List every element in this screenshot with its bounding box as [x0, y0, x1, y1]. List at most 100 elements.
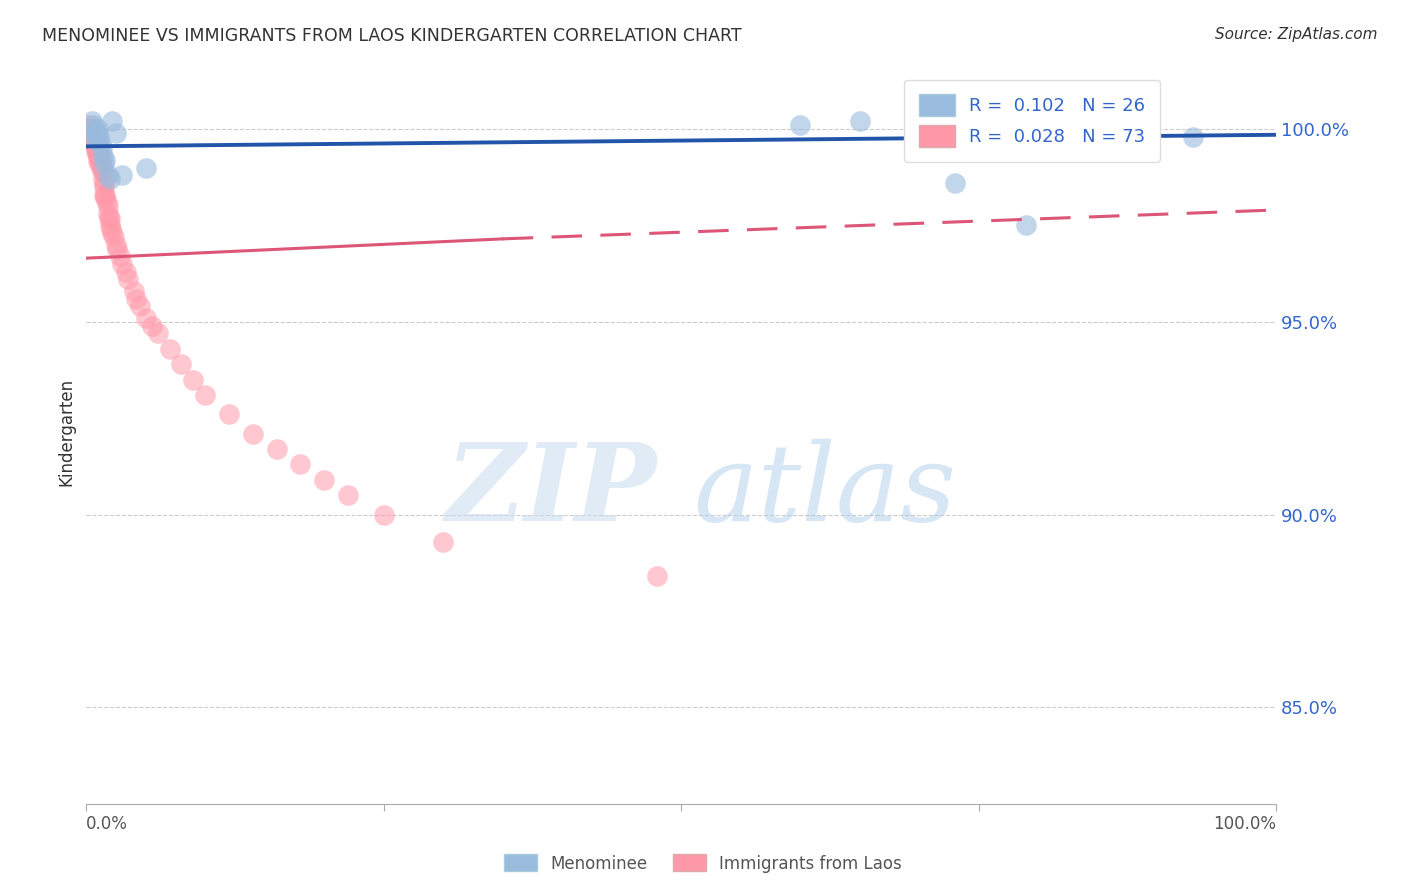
Point: [194, 388, 217, 402]
Point: [83, 137, 105, 152]
Point: [80, 126, 103, 140]
Y-axis label: Kindergarten: Kindergarten: [58, 377, 75, 486]
Point: [80, 129, 103, 144]
Point: [82, 114, 104, 128]
Point: [89, 157, 111, 171]
Point: [105, 126, 128, 140]
Point: [242, 426, 264, 441]
Point: [89, 149, 111, 163]
Point: [79, 126, 101, 140]
Point: [266, 442, 288, 456]
Text: MENOMINEE VS IMMIGRANTS FROM LAOS KINDERGARTEN CORRELATION CHART: MENOMINEE VS IMMIGRANTS FROM LAOS KINDER…: [42, 27, 742, 45]
Point: [77, 118, 100, 132]
Point: [98, 172, 121, 186]
Point: [94, 153, 117, 167]
Point: [84, 145, 107, 160]
Point: [87, 122, 110, 136]
Point: [86, 145, 108, 160]
Legend: R =  0.102   N = 26, R =  0.028   N = 73: R = 0.102 N = 26, R = 0.028 N = 73: [904, 79, 1160, 161]
Text: atlas: atlas: [693, 439, 956, 544]
Point: [97, 199, 120, 213]
Point: [87, 145, 110, 160]
Point: [91, 164, 114, 178]
Text: Source: ZipAtlas.com: Source: ZipAtlas.com: [1215, 27, 1378, 42]
Point: [86, 141, 108, 155]
Point: [84, 134, 107, 148]
Point: [114, 265, 136, 279]
Point: [108, 249, 131, 263]
Legend: Menominee, Immigrants from Laos: Menominee, Immigrants from Laos: [498, 847, 908, 880]
Point: [90, 153, 112, 167]
Point: [141, 318, 163, 333]
Point: [82, 129, 104, 144]
Point: [89, 129, 111, 144]
Point: [82, 134, 104, 148]
Point: [84, 137, 107, 152]
Point: [90, 161, 112, 175]
Point: [125, 292, 148, 306]
Point: [93, 179, 115, 194]
Point: [128, 299, 150, 313]
Point: [82, 134, 104, 148]
Point: [908, 126, 931, 140]
Point: [373, 508, 395, 522]
Point: [183, 373, 205, 387]
Point: [100, 222, 122, 236]
Point: [135, 161, 157, 175]
Point: [76, 126, 98, 140]
Point: [432, 534, 454, 549]
Point: [83, 134, 105, 148]
Point: [1015, 219, 1038, 233]
Point: [84, 141, 107, 155]
Point: [101, 226, 124, 240]
Point: [101, 114, 124, 128]
Point: [135, 310, 157, 325]
Point: [105, 237, 128, 252]
Point: [789, 118, 811, 132]
Point: [94, 191, 117, 205]
Point: [218, 407, 240, 421]
Text: 100.0%: 100.0%: [1213, 815, 1277, 833]
Point: [79, 129, 101, 144]
Point: [89, 153, 111, 167]
Point: [90, 164, 112, 178]
Point: [87, 153, 110, 167]
Point: [146, 326, 169, 341]
Point: [314, 473, 336, 487]
Point: [98, 211, 121, 225]
Point: [290, 458, 312, 472]
Point: [97, 207, 120, 221]
Point: [1181, 129, 1204, 144]
Point: [87, 149, 110, 163]
Point: [91, 149, 114, 163]
Point: [93, 176, 115, 190]
Point: [97, 168, 120, 182]
Text: ZIP: ZIP: [446, 438, 658, 544]
Point: [848, 114, 870, 128]
Point: [103, 230, 125, 244]
Point: [93, 157, 115, 171]
Point: [82, 126, 104, 140]
Point: [87, 134, 110, 148]
Point: [337, 488, 360, 502]
Point: [82, 118, 104, 132]
Point: [90, 157, 112, 171]
Point: [170, 357, 193, 371]
Point: [83, 122, 105, 136]
Point: [91, 172, 114, 186]
Point: [82, 129, 104, 144]
Point: [90, 141, 112, 155]
Point: [84, 126, 107, 140]
Point: [943, 176, 966, 190]
Point: [83, 137, 105, 152]
Point: [96, 195, 118, 210]
Point: [90, 137, 112, 152]
Point: [159, 342, 181, 356]
Point: [79, 122, 101, 136]
Point: [105, 242, 128, 256]
Point: [86, 126, 108, 140]
Point: [97, 211, 120, 225]
Point: [93, 187, 115, 202]
Point: [94, 187, 117, 202]
Point: [86, 137, 108, 152]
